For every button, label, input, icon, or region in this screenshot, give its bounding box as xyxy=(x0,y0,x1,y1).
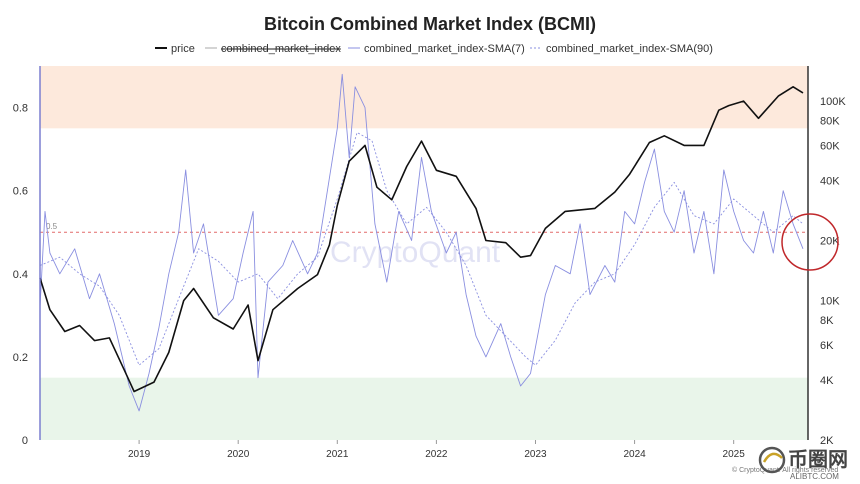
reference-line-label: 0.5 xyxy=(46,222,58,231)
credit-text: © CryptoQuant. All rights reserved xyxy=(732,466,838,474)
right-tick-label: 40K xyxy=(820,175,840,187)
x-tick-label: 2024 xyxy=(623,449,646,460)
left-tick-label: 0.8 xyxy=(13,103,28,115)
legend-label-sma90: combined_market_index-SMA(90) xyxy=(546,43,713,55)
right-tick-label: 80K xyxy=(820,115,840,127)
legend-item-sma7[interactable]: combined_market_index-SMA(7) xyxy=(348,43,525,55)
logo-name: 币圈网 xyxy=(788,448,848,471)
x-tick-label: 2022 xyxy=(425,449,448,460)
chart-legend[interactable]: price combined_market_index combined_mar… xyxy=(155,43,713,55)
legend-item-sma90[interactable]: combined_market_index-SMA(90) xyxy=(530,43,713,55)
left-tick-label: 0.2 xyxy=(13,352,28,364)
right-tick-label: 60K xyxy=(820,140,840,152)
left-tick-label: 0 xyxy=(22,435,28,447)
x-tick-label: 2021 xyxy=(326,449,349,460)
watermark: CryptoQuant xyxy=(330,236,501,269)
right-tick-label: 8K xyxy=(820,315,834,327)
legend-label-sma7: combined_market_index-SMA(7) xyxy=(364,43,525,55)
legend-item-price[interactable]: price xyxy=(155,43,195,55)
series-line-combined_market_index-SMA(7) xyxy=(39,73,804,412)
x-tick-label: 2020 xyxy=(227,449,250,460)
right-tick-label: 100K xyxy=(820,96,846,108)
legend-label-cmi: combined_market_index xyxy=(221,43,341,55)
right-tick-label: 2K xyxy=(820,435,834,447)
x-tick-label: 2019 xyxy=(128,449,151,460)
highlight-circle xyxy=(781,213,839,271)
series-line-price xyxy=(39,86,804,393)
x-tick-label: 2025 xyxy=(723,449,746,460)
left-tick-label: 0.6 xyxy=(13,186,28,198)
series-line-combined_market_index-SMA(90) xyxy=(39,132,804,366)
legend-item-cmi[interactable]: combined_market_index xyxy=(205,43,341,55)
site-logo: 币圈网 ALIBTC.COM xyxy=(758,446,848,481)
logo-sub: ALIBTC.COM xyxy=(790,472,839,481)
logo-icon xyxy=(758,446,786,474)
x-tick-label: 2023 xyxy=(524,449,547,460)
right-tick-label: 10K xyxy=(820,296,840,308)
zone-overheated xyxy=(40,66,808,129)
right-tick-label: 20K xyxy=(820,236,840,248)
chart-title: Bitcoin Combined Market Index (BCMI) xyxy=(264,14,596,34)
zone-undervalued xyxy=(40,377,808,440)
left-tick-label: 0.4 xyxy=(13,269,28,281)
right-tick-label: 4K xyxy=(820,375,834,387)
legend-label-price: price xyxy=(171,43,195,55)
right-tick-label: 6K xyxy=(820,340,834,352)
